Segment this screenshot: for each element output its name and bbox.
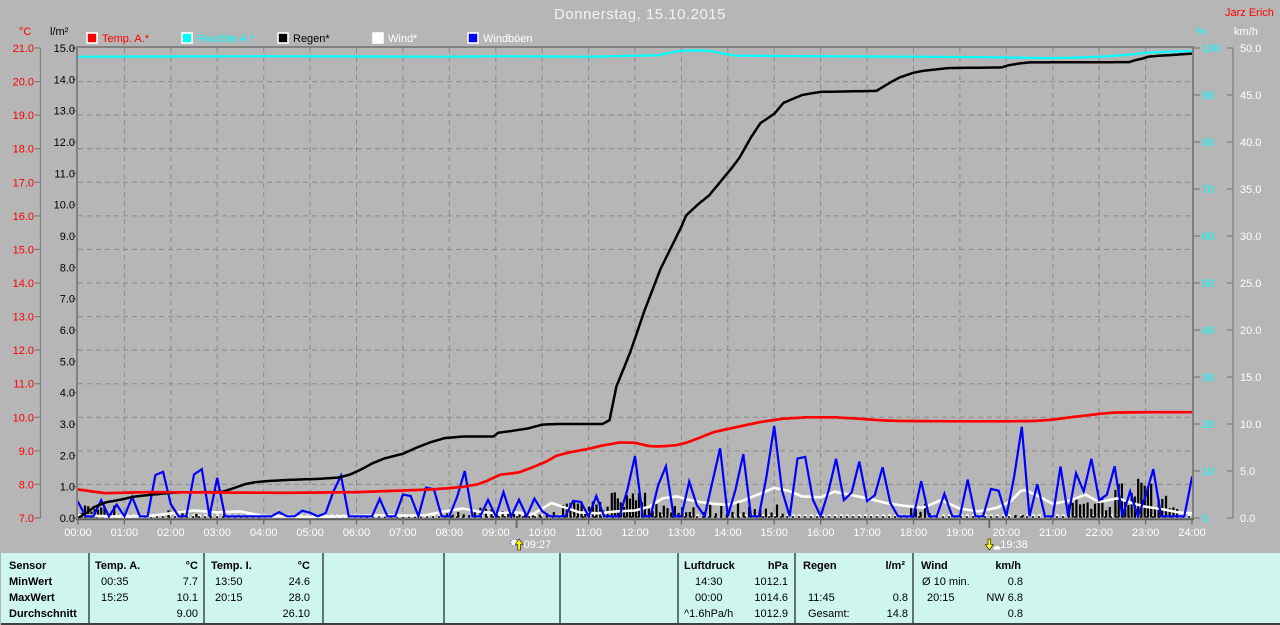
- svg-text:01:00: 01:00: [111, 527, 139, 539]
- svg-text:09:00: 09:00: [482, 527, 510, 539]
- svg-text:8.0: 8.0: [19, 479, 34, 491]
- svg-text:0.0: 0.0: [60, 513, 75, 525]
- svg-text:9.0: 9.0: [60, 231, 75, 243]
- svg-text:22:00: 22:00: [1085, 527, 1113, 539]
- svg-text:80: 80: [1202, 137, 1214, 149]
- svg-text:4.0: 4.0: [60, 388, 75, 400]
- svg-text:7.0: 7.0: [60, 294, 75, 306]
- svg-text:13:00: 13:00: [668, 527, 696, 539]
- svg-text:25.0: 25.0: [1240, 278, 1261, 290]
- svg-text:9.0: 9.0: [19, 446, 34, 458]
- svg-text:19:38: 19:38: [1000, 539, 1028, 551]
- svg-text:24:00: 24:00: [1178, 527, 1206, 539]
- svg-text:l/m²: l/m²: [50, 26, 69, 38]
- svg-text:16:00: 16:00: [807, 527, 835, 539]
- svg-text:09:27: 09:27: [524, 539, 552, 551]
- svg-text:°C: °C: [19, 26, 31, 38]
- svg-text:Temp. A.*: Temp. A.*: [102, 33, 150, 45]
- svg-text:3.0: 3.0: [60, 419, 75, 431]
- svg-text:23:00: 23:00: [1132, 527, 1160, 539]
- svg-text:08:00: 08:00: [436, 527, 464, 539]
- svg-text:14.0: 14.0: [13, 278, 34, 290]
- svg-text:90: 90: [1202, 90, 1214, 102]
- svg-text:7.0: 7.0: [19, 513, 34, 525]
- svg-text:Donnerstag, 15.10.2015: Donnerstag, 15.10.2015: [554, 6, 726, 23]
- svg-text:60: 60: [1202, 231, 1214, 243]
- svg-text:100: 100: [1202, 43, 1220, 55]
- svg-text:20.0: 20.0: [1240, 325, 1261, 337]
- svg-text:12.0: 12.0: [54, 137, 75, 149]
- svg-text:21.0: 21.0: [13, 43, 34, 55]
- svg-text:11:00: 11:00: [575, 527, 602, 539]
- svg-text:10.0: 10.0: [13, 412, 34, 424]
- svg-text:20:00: 20:00: [993, 527, 1021, 539]
- svg-text:05:00: 05:00: [296, 527, 324, 539]
- svg-text:0: 0: [1202, 513, 1208, 525]
- svg-text:50.0: 50.0: [1240, 43, 1261, 55]
- svg-text:0.0: 0.0: [1240, 513, 1255, 525]
- svg-text:10: 10: [1202, 466, 1214, 478]
- svg-text:40.0: 40.0: [1240, 137, 1261, 149]
- svg-text:17:00: 17:00: [853, 527, 881, 539]
- svg-text:8.0: 8.0: [60, 262, 75, 274]
- svg-text:00:00: 00:00: [64, 527, 92, 539]
- svg-text:13.0: 13.0: [13, 312, 34, 324]
- svg-text:35.0: 35.0: [1240, 184, 1261, 196]
- svg-text:15.0: 15.0: [13, 244, 34, 256]
- svg-text:70: 70: [1202, 184, 1214, 196]
- svg-text:20.0: 20.0: [13, 77, 34, 89]
- svg-text:16.0: 16.0: [13, 211, 34, 223]
- svg-text:30.0: 30.0: [1240, 231, 1261, 243]
- svg-text:13.0: 13.0: [54, 106, 75, 118]
- svg-text:Windböen: Windböen: [483, 33, 533, 45]
- svg-text:18.0: 18.0: [13, 144, 34, 156]
- svg-text:12.0: 12.0: [13, 345, 34, 357]
- svg-text:km/h: km/h: [1234, 26, 1258, 38]
- svg-text:Regen*: Regen*: [293, 33, 330, 45]
- svg-text:21:00: 21:00: [1039, 527, 1067, 539]
- svg-text:30: 30: [1202, 372, 1214, 384]
- svg-text:14:00: 14:00: [714, 527, 742, 539]
- svg-text:2.0: 2.0: [60, 450, 75, 462]
- svg-text:10.0: 10.0: [54, 200, 75, 212]
- svg-text:19:00: 19:00: [946, 527, 974, 539]
- svg-text:11.0: 11.0: [54, 168, 75, 180]
- svg-text:17.0: 17.0: [13, 177, 34, 189]
- svg-text:06:00: 06:00: [343, 527, 371, 539]
- svg-text:10:00: 10:00: [528, 527, 556, 539]
- svg-text:Jarz Erich: Jarz Erich: [1225, 7, 1274, 19]
- svg-text:45.0: 45.0: [1240, 90, 1261, 102]
- svg-text:04:00: 04:00: [250, 527, 278, 539]
- svg-text:07:00: 07:00: [389, 527, 417, 539]
- svg-text:14.0: 14.0: [54, 74, 75, 86]
- svg-text:1.0: 1.0: [60, 482, 75, 494]
- svg-text:40: 40: [1202, 325, 1214, 337]
- svg-text:15.0: 15.0: [1240, 372, 1261, 384]
- svg-text:50: 50: [1202, 278, 1214, 290]
- svg-text:Wind*: Wind*: [388, 33, 418, 45]
- svg-text:15:00: 15:00: [760, 527, 788, 539]
- svg-text:19.0: 19.0: [13, 110, 34, 122]
- svg-text:5.0: 5.0: [60, 356, 75, 368]
- svg-text:5.0: 5.0: [1240, 466, 1255, 478]
- svg-text:15.0: 15.0: [54, 43, 75, 55]
- svg-text:%: %: [1196, 26, 1206, 38]
- svg-text:02:00: 02:00: [157, 527, 185, 539]
- svg-text:6.0: 6.0: [60, 325, 75, 337]
- svg-text:12:00: 12:00: [621, 527, 649, 539]
- svg-text:10.0: 10.0: [1240, 419, 1261, 431]
- svg-text:03:00: 03:00: [203, 527, 231, 539]
- svg-text:Feuchte A.*: Feuchte A.*: [197, 33, 255, 45]
- svg-text:18:00: 18:00: [900, 527, 928, 539]
- svg-text:20: 20: [1202, 419, 1214, 431]
- svg-text:11.0: 11.0: [13, 379, 34, 391]
